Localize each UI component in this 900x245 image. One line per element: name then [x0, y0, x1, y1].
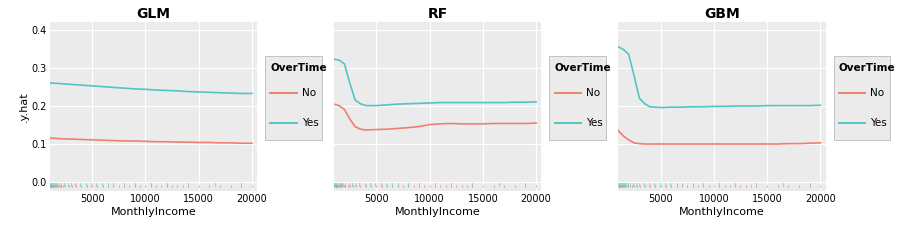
FancyBboxPatch shape	[266, 56, 322, 140]
Title: GBM: GBM	[704, 7, 740, 21]
Text: Yes: Yes	[870, 119, 887, 128]
Text: OverTime: OverTime	[554, 63, 611, 73]
X-axis label: MonthlyIncome: MonthlyIncome	[111, 207, 196, 217]
FancyBboxPatch shape	[550, 56, 607, 140]
X-axis label: MonthlyIncome: MonthlyIncome	[679, 207, 765, 217]
Title: RF: RF	[428, 7, 447, 21]
Text: OverTime: OverTime	[270, 63, 327, 73]
Text: No: No	[586, 88, 600, 98]
X-axis label: MonthlyIncome: MonthlyIncome	[395, 207, 481, 217]
Text: Yes: Yes	[586, 119, 603, 128]
Text: No: No	[870, 88, 885, 98]
FancyBboxPatch shape	[833, 56, 890, 140]
Text: OverTime: OverTime	[839, 63, 896, 73]
Y-axis label: .y.hat: .y.hat	[19, 91, 29, 122]
Text: No: No	[302, 88, 316, 98]
Title: GLM: GLM	[136, 7, 170, 21]
Text: Yes: Yes	[302, 119, 319, 128]
